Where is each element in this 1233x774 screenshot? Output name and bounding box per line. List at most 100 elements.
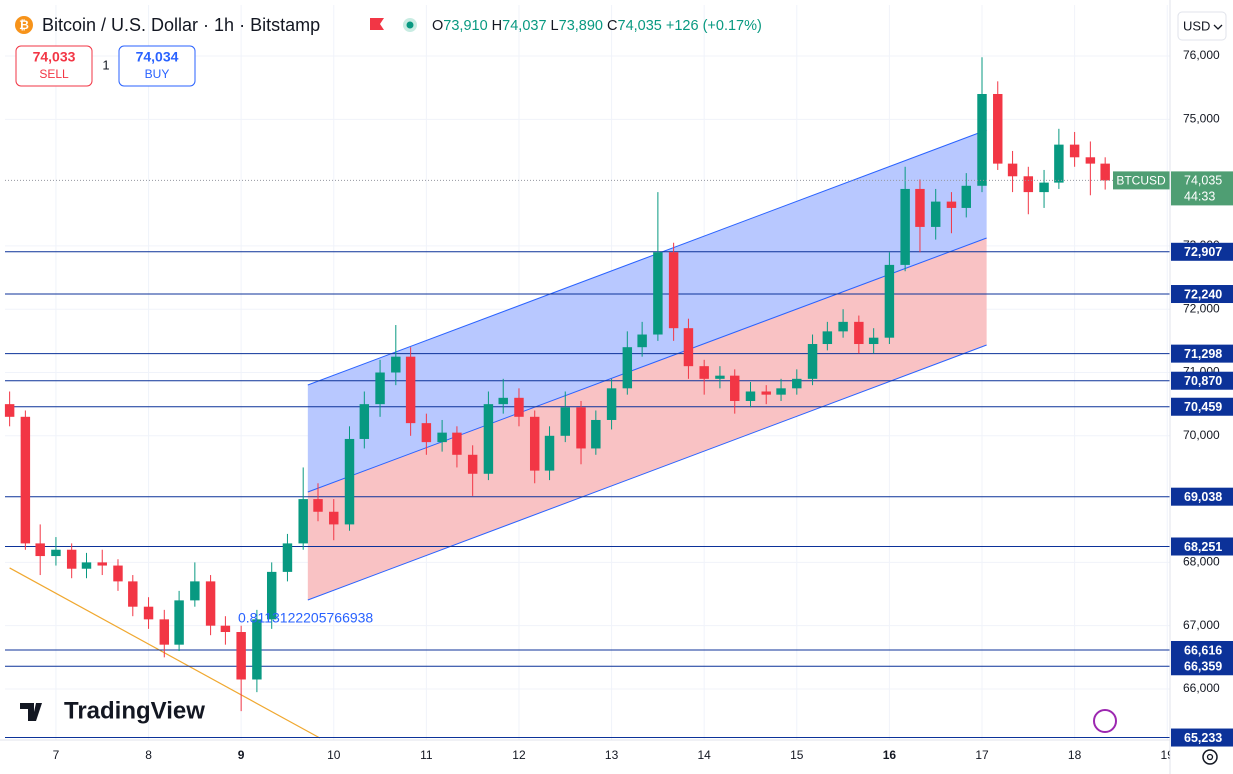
- ohlc: O73,910 H74,037 L73,890 C74,035 +126 (+0…: [432, 18, 762, 34]
- candle-body: [715, 375, 725, 379]
- level-label: 69,038: [1184, 490, 1222, 504]
- candle-body: [359, 404, 370, 439]
- candle-body: [591, 419, 601, 449]
- y-tick-label: 67,000: [1183, 618, 1220, 632]
- currency-button[interactable]: [1177, 11, 1227, 41]
- candle-body: [868, 337, 879, 345]
- candle-body: [1085, 157, 1096, 164]
- status-dot: [406, 21, 414, 29]
- flag-icon[interactable]: [370, 18, 384, 30]
- y-tick-label: 72,000: [1183, 301, 1220, 315]
- symbol-tag-text: BTCUSD: [1116, 174, 1166, 188]
- candle-body: [884, 264, 895, 338]
- level-label: 65,233: [1184, 731, 1222, 745]
- level-label-bg: [1171, 397, 1233, 416]
- candle-body: [252, 619, 262, 680]
- sell-button[interactable]: [15, 45, 93, 87]
- candle-body: [498, 397, 508, 405]
- level-label-bg: [1171, 285, 1233, 304]
- candle-body: [514, 397, 524, 417]
- candle-body: [220, 625, 231, 633]
- ohlc-key: O: [432, 18, 443, 34]
- candle-body: [205, 581, 216, 626]
- level-label-bg: [1171, 487, 1233, 506]
- candle-body: [606, 388, 617, 420]
- ohlc-value: 73,890: [559, 18, 603, 34]
- level-label: 72,240: [1184, 287, 1222, 301]
- candle-body: [421, 423, 432, 443]
- buy-price: 74,034: [136, 49, 179, 65]
- candle-body: [467, 454, 478, 474]
- chevron: [1213, 24, 1223, 30]
- buy-button[interactable]: [118, 45, 196, 87]
- candle-body: [993, 93, 1003, 164]
- brand: TradingView: [64, 697, 205, 724]
- ohlc-key: L: [551, 18, 559, 34]
- candle-body: [653, 252, 663, 335]
- channel-upper-zone: [307, 130, 987, 493]
- assistant-icon[interactable]: [1093, 709, 1117, 733]
- candle-body: [977, 93, 987, 186]
- bitcoin-glyph: ₿: [19, 18, 29, 32]
- candle-body: [405, 356, 416, 424]
- candle-body: [668, 252, 679, 329]
- candle-body: [946, 201, 957, 208]
- candle-body: [1007, 163, 1018, 177]
- symbol-title: Bitcoin / U.S. Dollar · 1h · Bitstamp: [42, 15, 320, 35]
- candle-body: [51, 549, 61, 557]
- currency: USD: [1183, 18, 1210, 33]
- candle-body: [1039, 182, 1049, 193]
- candle-body: [576, 407, 586, 449]
- level-label: 66,616: [1184, 643, 1222, 657]
- candle-body: [1054, 144, 1064, 183]
- y-tick-label: 75,000: [1183, 111, 1220, 125]
- candle-body: [143, 606, 154, 620]
- candle-body: [81, 562, 92, 569]
- candle-body: [174, 600, 184, 645]
- level-label-bg: [1171, 657, 1233, 676]
- x-tick-label: 13: [605, 748, 619, 762]
- candle-body: [854, 321, 864, 345]
- level-label-bg: [1171, 640, 1233, 659]
- candle-body: [190, 581, 200, 601]
- candle-body: [822, 331, 833, 345]
- ohlc-change: +126 (+0.17%): [666, 18, 762, 34]
- ohlc-key: H: [492, 18, 502, 34]
- level-label-bg: [1171, 537, 1233, 556]
- candle-body: [113, 565, 123, 582]
- bitcoin-icon: [15, 16, 33, 34]
- candle-body: [745, 391, 756, 401]
- candle-body: [375, 372, 385, 405]
- candle-body: [66, 549, 77, 569]
- x-tick-label: 16: [883, 748, 897, 762]
- y-tick-label: 68,000: [1183, 555, 1220, 569]
- settings-icon[interactable]: [1202, 749, 1218, 765]
- channel-lower-zone: [307, 237, 987, 600]
- channel-line: [307, 344, 987, 601]
- last-price-tag: [1171, 171, 1233, 206]
- candle-body: [529, 416, 540, 471]
- last-price: 74,035: [1184, 174, 1222, 188]
- candle-body: [391, 356, 401, 373]
- candle-body: [930, 201, 941, 227]
- level-label: 68,251: [1184, 540, 1222, 554]
- x-tick-label: 7: [53, 748, 60, 762]
- candle-body: [637, 334, 647, 348]
- x-tick-label: 15: [790, 748, 804, 762]
- candle-body: [1023, 176, 1034, 193]
- candle-body: [838, 321, 848, 332]
- x-tick-label: 14: [698, 748, 712, 762]
- candle-body: [437, 432, 447, 443]
- ohlc-value: 73,910: [443, 18, 487, 34]
- candle-body: [236, 632, 246, 680]
- level-label: 72,907: [1184, 245, 1222, 259]
- level-label: 66,359: [1184, 660, 1222, 674]
- level-label: 71,298: [1184, 347, 1222, 361]
- candle-body: [915, 188, 925, 227]
- quantity: 1: [102, 57, 109, 72]
- x-tick-label: 17: [975, 748, 989, 762]
- candle-body: [4, 404, 15, 417]
- ohlc-value: 74,035: [618, 18, 662, 34]
- buy-label: BUY: [145, 67, 170, 81]
